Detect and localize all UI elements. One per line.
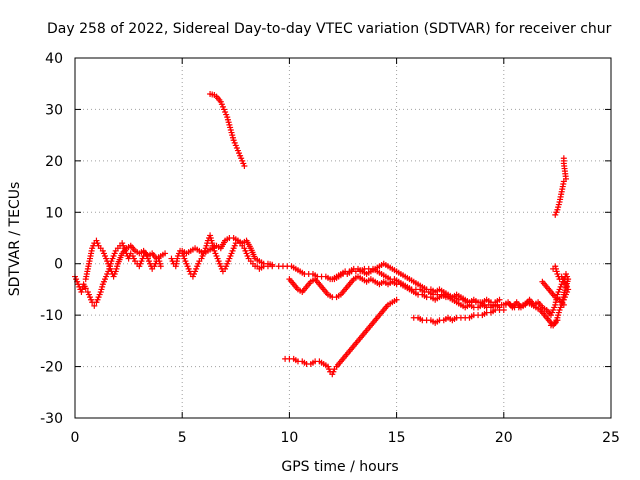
chart-title: Day 258 of 2022, Sidereal Day-to-day VTE… — [47, 21, 612, 37]
data-point — [82, 285, 89, 292]
x-axis-label: GPS time / hours — [281, 459, 398, 475]
y-tick-label: -20 — [40, 360, 63, 376]
y-tick-label: 0 — [54, 257, 63, 273]
x-tick-label: 25 — [602, 430, 620, 446]
y-tick-label: -30 — [40, 411, 63, 427]
x-tick-label: 0 — [71, 430, 80, 446]
data-point — [560, 155, 567, 162]
y-tick-label: 40 — [45, 51, 63, 67]
data-point — [241, 163, 248, 169]
series-cluster-11 — [547, 263, 572, 329]
data-point — [393, 296, 400, 303]
grid — [75, 58, 611, 418]
series-cluster-13 — [207, 91, 248, 169]
data-point — [500, 307, 507, 313]
x-tick-label: 20 — [495, 430, 513, 446]
y-tick-label: 20 — [45, 154, 63, 170]
series-cluster-9 — [410, 307, 507, 326]
series-cluster-6 — [286, 273, 503, 311]
data-point — [162, 250, 169, 257]
data-point — [560, 301, 567, 308]
data-point — [547, 322, 554, 329]
x-tick-label: 15 — [388, 430, 406, 446]
x-tick-label: 5 — [178, 430, 187, 446]
x-tick-label: 10 — [280, 430, 298, 446]
y-tick-label: -10 — [40, 308, 63, 324]
data-point — [269, 261, 276, 268]
series-cluster-2 — [82, 237, 169, 283]
series-cluster-4 — [179, 235, 276, 268]
y-axis-label: SDTVAR / TECUs — [7, 182, 23, 297]
ticks: 0 5 10 15 20 25 -30 -20 -10 0 10 20 30 40 — [40, 51, 620, 446]
y-tick-label: 10 — [45, 205, 63, 221]
data-point — [496, 296, 503, 303]
data-point — [91, 302, 98, 309]
series-cluster-7 — [329, 260, 503, 306]
series-cluster-12 — [539, 278, 567, 308]
plot-frame — [74, 57, 612, 419]
y-tick-label: 30 — [45, 102, 63, 118]
series-cluster-14 — [552, 155, 569, 218]
series-cluster-8 — [282, 296, 400, 378]
data-marks — [72, 91, 572, 378]
data-point — [157, 263, 164, 270]
